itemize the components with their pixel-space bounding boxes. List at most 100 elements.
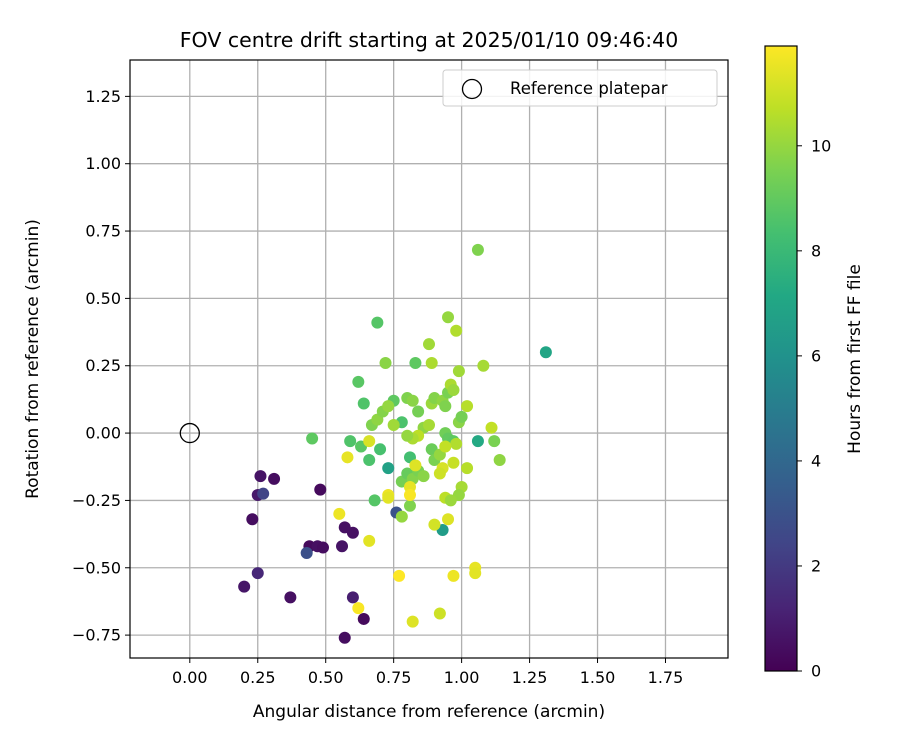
data-point bbox=[336, 540, 349, 553]
data-point bbox=[254, 470, 267, 483]
data-point bbox=[238, 580, 251, 593]
data-point bbox=[251, 567, 264, 580]
data-point bbox=[341, 451, 354, 464]
data-point bbox=[450, 324, 463, 337]
data-point bbox=[314, 483, 327, 496]
data-point bbox=[439, 400, 452, 413]
data-point bbox=[406, 394, 419, 407]
data-point bbox=[403, 489, 416, 502]
x-tick-label: 0.00 bbox=[172, 668, 208, 687]
data-point bbox=[447, 569, 460, 582]
data-point bbox=[363, 435, 376, 448]
colorbar-tick-label: 4 bbox=[811, 451, 821, 470]
data-point bbox=[357, 397, 370, 410]
data-point bbox=[346, 591, 359, 604]
data-point bbox=[428, 518, 441, 531]
data-point bbox=[409, 459, 422, 472]
data-point bbox=[363, 454, 376, 467]
data-point bbox=[382, 491, 395, 504]
data-point bbox=[382, 462, 395, 475]
y-tick-label: 0.25 bbox=[85, 356, 121, 375]
x-tick-label: 0.50 bbox=[308, 668, 344, 687]
data-point bbox=[450, 437, 463, 450]
x-tick-label: 1.00 bbox=[444, 668, 480, 687]
data-point bbox=[442, 311, 455, 324]
data-point bbox=[382, 400, 395, 413]
data-point bbox=[268, 472, 281, 485]
data-point bbox=[493, 454, 506, 467]
legend-box bbox=[442, 69, 718, 107]
data-point bbox=[401, 429, 414, 442]
data-point bbox=[346, 526, 359, 539]
y-tick-label: 0.00 bbox=[85, 424, 121, 443]
x-tick-label: 0.75 bbox=[376, 668, 412, 687]
colorbar-tick-label: 6 bbox=[811, 346, 821, 365]
x-tick-label: 1.50 bbox=[580, 668, 616, 687]
data-point bbox=[363, 534, 376, 547]
data-point bbox=[485, 421, 498, 434]
reference-marker-layer bbox=[179, 422, 200, 444]
x-axis-ticks: 0.00 0.25 0.50 0.75 1.00 1.25 1.50 1.75 bbox=[172, 658, 683, 687]
data-point bbox=[368, 494, 381, 507]
x-tick-label: 1.25 bbox=[512, 668, 548, 687]
y-tick-label: 1.00 bbox=[85, 154, 121, 173]
reference-marker bbox=[179, 422, 200, 444]
data-point bbox=[444, 494, 457, 507]
x-tick-label: 0.25 bbox=[240, 668, 276, 687]
y-tick-label: 1.25 bbox=[85, 87, 121, 106]
data-point bbox=[455, 410, 468, 423]
data-point bbox=[425, 357, 438, 370]
colorbar-tick-label: 8 bbox=[811, 241, 821, 260]
colorbar-tick-label: 2 bbox=[811, 556, 821, 575]
data-point bbox=[477, 359, 490, 372]
y-tick-label: −0.25 bbox=[72, 491, 121, 510]
data-point bbox=[338, 631, 351, 644]
data-point bbox=[403, 499, 416, 512]
data-point bbox=[452, 365, 465, 378]
data-point bbox=[357, 612, 370, 625]
data-point bbox=[488, 435, 501, 448]
data-point bbox=[433, 467, 446, 480]
data-point bbox=[306, 432, 319, 445]
legend-marker-reference bbox=[461, 78, 483, 100]
data-points bbox=[238, 243, 552, 644]
y-tick-label: −0.75 bbox=[72, 626, 121, 645]
data-point bbox=[257, 487, 270, 500]
legend-label-reference: Reference platepar bbox=[510, 79, 668, 98]
data-point bbox=[471, 243, 484, 256]
data-point bbox=[461, 462, 474, 475]
data-point bbox=[379, 357, 392, 370]
data-point bbox=[423, 338, 435, 351]
data-point bbox=[406, 615, 419, 628]
data-point bbox=[395, 510, 408, 523]
y-tick-label: −0.50 bbox=[72, 558, 121, 577]
legend: Reference platepar bbox=[442, 69, 718, 107]
data-point bbox=[439, 440, 452, 453]
data-point bbox=[374, 443, 387, 456]
data-point bbox=[412, 405, 425, 418]
data-point bbox=[300, 546, 313, 559]
data-point bbox=[333, 507, 346, 520]
colorbar-tick-label: 10 bbox=[811, 136, 831, 155]
data-point bbox=[442, 513, 455, 526]
data-point bbox=[447, 456, 460, 469]
x-tick-label: 1.75 bbox=[648, 668, 684, 687]
data-point bbox=[393, 569, 406, 582]
data-point bbox=[352, 602, 365, 615]
data-point bbox=[409, 357, 422, 370]
data-point bbox=[539, 346, 552, 359]
chart-title: FOV centre drift starting at 2025/01/10 … bbox=[180, 28, 679, 52]
colorbar-tick-label: 0 bbox=[811, 662, 821, 681]
colorbar-frame bbox=[764, 45, 798, 672]
y-axis-ticks: −0.75 −0.50 −0.25 0.00 0.25 0.50 0.75 1.00 1.25 bbox=[72, 87, 130, 645]
data-point bbox=[246, 513, 259, 526]
colorbar-label: Hours from first FF file bbox=[845, 264, 865, 454]
colorbar-ticks: 0 2 4 6 8 10 bbox=[797, 136, 831, 681]
data-point bbox=[316, 541, 329, 554]
data-point bbox=[471, 435, 484, 448]
data-point bbox=[447, 383, 460, 396]
data-point bbox=[461, 400, 474, 413]
data-point bbox=[417, 470, 430, 483]
y-tick-label: 0.75 bbox=[85, 222, 121, 241]
